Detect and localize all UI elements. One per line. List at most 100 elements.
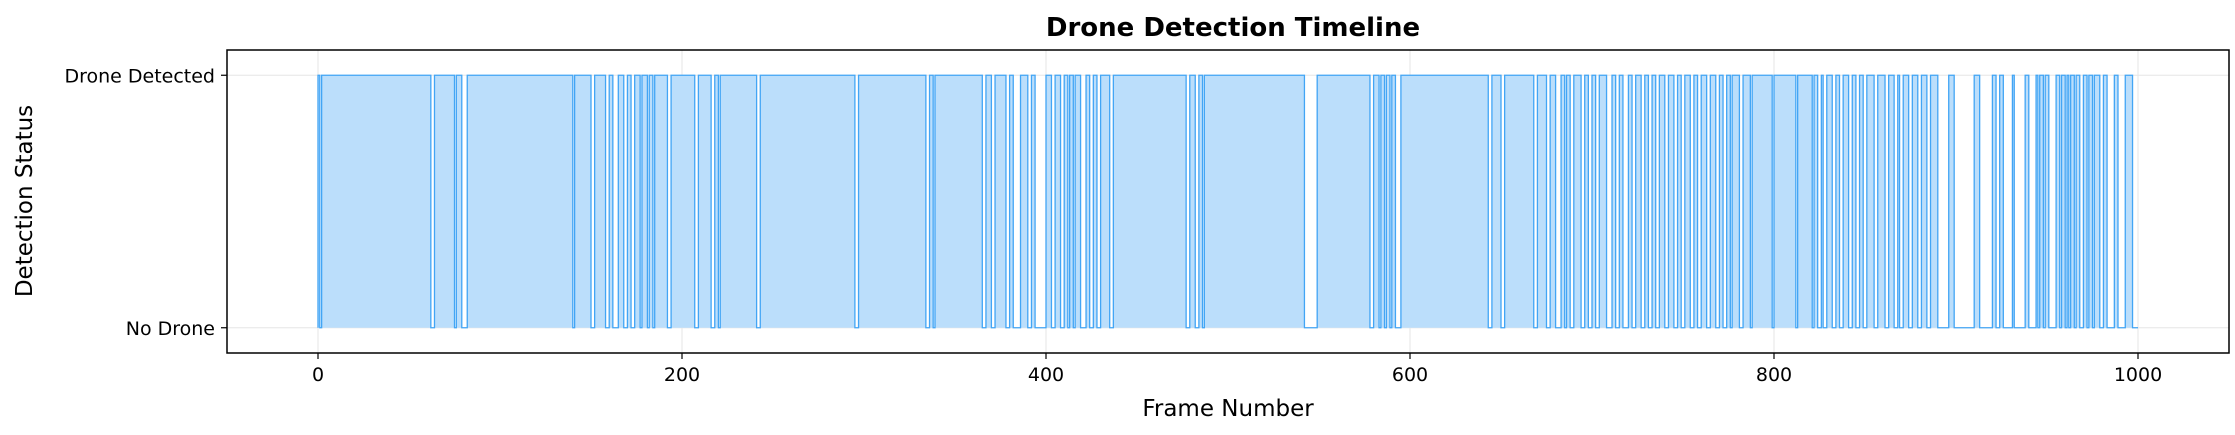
- detection-interval: [1659, 75, 1665, 328]
- detection-interval: [627, 75, 632, 328]
- detection-interval: [456, 75, 462, 328]
- detection-interval: [1566, 75, 1571, 328]
- detection-interval: [1075, 75, 1081, 328]
- detection-interval: [1317, 75, 1370, 328]
- detection-interval: [1537, 75, 1547, 328]
- detection-interval: [1644, 75, 1649, 328]
- detection-interval: [618, 75, 624, 328]
- detection-interval: [1386, 75, 1390, 328]
- detection-interval: [1592, 75, 1596, 328]
- detection-interval: [1814, 75, 1818, 328]
- detection-interval: [760, 75, 855, 328]
- detection-interval: [1055, 75, 1061, 328]
- y-tick-label: No Drone: [126, 318, 215, 340]
- detection-interval: [2061, 75, 2066, 328]
- detection-interval: [1974, 75, 1980, 328]
- detection-status-line: [317, 74, 2138, 329]
- detection-interval: [1999, 75, 2004, 328]
- detection-interval: [714, 75, 719, 328]
- detection-interval: [698, 75, 712, 328]
- detection-interval: [2103, 75, 2108, 328]
- y-axis-label: Detection Status: [12, 105, 38, 297]
- y-tick-label: Drone Detected: [64, 65, 215, 87]
- detection-interval: [1852, 75, 1856, 328]
- detection-interval: [594, 75, 606, 328]
- detection-interval: [1628, 75, 1633, 328]
- detection-interval: [1921, 75, 1927, 328]
- x-tick-label: 600: [1392, 364, 1428, 386]
- detection-interval: [1826, 75, 1833, 328]
- detection-interval: [2045, 75, 2049, 328]
- detection-interval: [1821, 75, 1824, 328]
- x-tick-label: 1000: [2114, 364, 2162, 386]
- detection-interval: [434, 75, 455, 328]
- detection-interval: [1069, 75, 1074, 328]
- detection-interval: [1031, 75, 1036, 328]
- detection-interval: [1093, 75, 1097, 328]
- detection-interval: [1612, 75, 1616, 328]
- detection-interval: [1550, 75, 1556, 328]
- detection-interval: [1912, 75, 1918, 328]
- detection-interval: [929, 75, 934, 328]
- detection-interval: [1086, 75, 1090, 328]
- detection-interval: [1373, 75, 1380, 328]
- detection-interval: [1504, 75, 1534, 328]
- detection-interval: [1726, 75, 1731, 328]
- detection-interval: [1752, 75, 1773, 328]
- detection-interval: [2039, 75, 2044, 328]
- detection-interval: [467, 75, 573, 328]
- detection-interval: [1635, 75, 1642, 328]
- detection-interval: [1693, 75, 1698, 328]
- x-tick-label: 0: [312, 364, 324, 386]
- detection-interval: [1204, 75, 1305, 328]
- detection-interval: [1573, 75, 1582, 328]
- detection-interval: [1599, 75, 1607, 328]
- detection-interval: [321, 75, 431, 328]
- detection-interval: [671, 75, 695, 328]
- detection-interval: [654, 75, 668, 328]
- detection-interval: [1113, 75, 1187, 328]
- detection-interval: [641, 75, 648, 328]
- detection-interval: [2025, 75, 2029, 328]
- detection-interval: [1877, 75, 1886, 328]
- detection-interval: [318, 75, 320, 328]
- plot-area: [317, 74, 2138, 329]
- detection-interval: [2125, 75, 2133, 328]
- detection-interval: [1843, 75, 1849, 328]
- detection-interval: [1774, 75, 1796, 328]
- detection-interval: [1491, 75, 1501, 328]
- detection-interval: [1684, 75, 1691, 328]
- detection-interval: [1619, 75, 1623, 328]
- chart-title: Drone Detection Timeline: [1046, 13, 1420, 43]
- detection-interval: [2088, 75, 2093, 328]
- x-tick-label: 400: [1028, 364, 1064, 386]
- detection-interval: [1903, 75, 1909, 328]
- detection-interval: [609, 75, 613, 328]
- detection-interval: [1930, 75, 1938, 328]
- detection-interval: [2083, 75, 2088, 328]
- detection-interval: [720, 75, 757, 328]
- detection-interval: [1888, 75, 1895, 328]
- detection-interval: [1668, 75, 1674, 328]
- detection-interval: [1391, 75, 1396, 328]
- detection-interval: [634, 75, 641, 328]
- detection-interval: [2012, 75, 2015, 328]
- detection-interval: [1020, 75, 1028, 328]
- detection-interval: [858, 75, 926, 328]
- detection-interval: [2094, 75, 2100, 328]
- detection-interval: [1677, 75, 1682, 328]
- detection-interval: [1859, 75, 1864, 328]
- y-axis: No Drone Drone Detected: [64, 65, 227, 340]
- detection-interval: [1897, 75, 1900, 328]
- detection-interval: [2056, 75, 2060, 328]
- detection-interval: [2114, 75, 2118, 328]
- detection-interval: [1835, 75, 1840, 328]
- detection-interval: [1009, 75, 1014, 328]
- detection-interval: [1561, 75, 1565, 328]
- detection-interval: [1743, 75, 1751, 328]
- detection-interval: [2076, 75, 2080, 328]
- detection-interval: [1719, 75, 1724, 328]
- detection-interval: [1046, 75, 1052, 328]
- x-tick-label: 800: [1756, 364, 1792, 386]
